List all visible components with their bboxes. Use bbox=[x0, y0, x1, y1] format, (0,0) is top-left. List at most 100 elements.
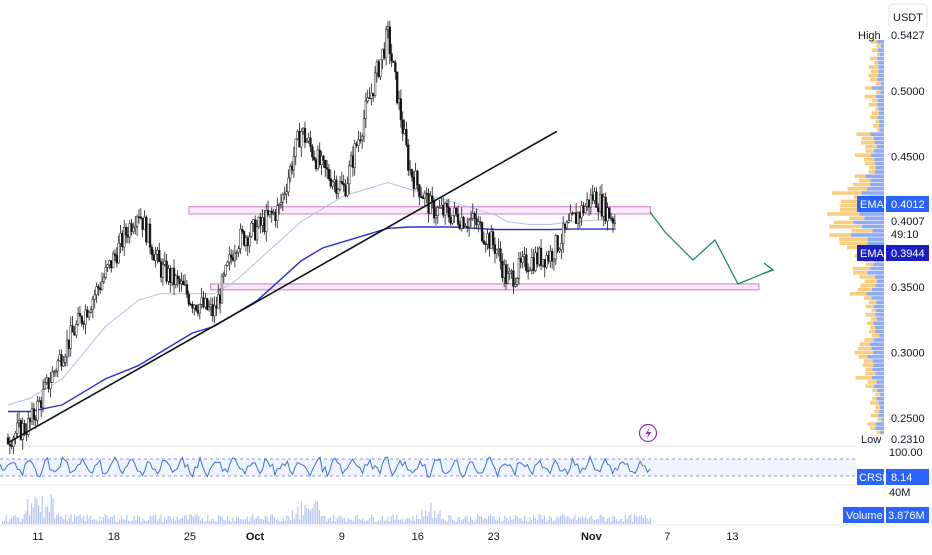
volume-bar bbox=[108, 518, 110, 524]
candle-body bbox=[510, 270, 513, 273]
ema-slow-label: EMA bbox=[860, 248, 885, 260]
candle-body bbox=[449, 216, 452, 224]
projection-layer[interactable] bbox=[649, 211, 775, 285]
volume-bar bbox=[236, 517, 238, 524]
candle-body bbox=[460, 217, 463, 229]
candle-body bbox=[152, 254, 155, 261]
volume-bar bbox=[189, 514, 191, 524]
profile-bar bbox=[871, 317, 877, 321]
volume-bar bbox=[601, 515, 603, 524]
candle-body bbox=[534, 252, 537, 272]
volume-bar bbox=[648, 520, 650, 524]
candle-body bbox=[499, 248, 502, 262]
candle-body bbox=[93, 294, 96, 300]
candle-body bbox=[473, 213, 476, 219]
volume-bar bbox=[273, 517, 275, 524]
price-axis[interactable]: 0.5000 0.4500 0.3500 0.3000 0.2500 bbox=[891, 86, 925, 425]
profile-bar bbox=[868, 103, 878, 107]
candle-body bbox=[322, 155, 325, 161]
candle-body bbox=[51, 371, 54, 383]
volume-bar bbox=[380, 520, 382, 524]
ema-fast-value-box bbox=[886, 196, 929, 212]
candle-body bbox=[100, 281, 104, 290]
volume-bar bbox=[144, 520, 146, 524]
profile-bar bbox=[869, 329, 876, 334]
profile-bar bbox=[864, 157, 875, 162]
trendline[interactable] bbox=[7, 130, 558, 444]
profile-bar bbox=[852, 266, 870, 271]
volume-bar bbox=[524, 515, 526, 524]
low-value: 0.2310 bbox=[891, 434, 925, 446]
candle-body bbox=[526, 270, 530, 272]
candle-body bbox=[366, 97, 369, 102]
candle-body bbox=[167, 268, 170, 282]
candle-body bbox=[438, 207, 441, 209]
profile-bar bbox=[878, 61, 884, 65]
volume-bar bbox=[2, 521, 4, 524]
candle-body bbox=[34, 419, 37, 421]
candle-body bbox=[545, 255, 548, 268]
candle-body bbox=[357, 139, 360, 146]
projection-path[interactable] bbox=[649, 211, 773, 285]
volume-bar bbox=[113, 515, 115, 524]
candle-body bbox=[451, 215, 454, 224]
volume-bar bbox=[14, 515, 16, 524]
candle-body bbox=[290, 165, 294, 171]
volume-bar bbox=[68, 517, 70, 524]
lightning-icon[interactable] bbox=[638, 423, 658, 443]
candle-body bbox=[209, 304, 213, 308]
profile-bar bbox=[873, 262, 884, 267]
trendline-layer[interactable] bbox=[7, 130, 558, 444]
support-resistance-zones[interactable] bbox=[188, 206, 760, 291]
candle-body bbox=[436, 207, 439, 216]
volume-bar bbox=[5, 515, 7, 524]
volume-bar bbox=[234, 521, 236, 524]
ema-fast-label: EMA bbox=[860, 199, 885, 211]
volume-bar bbox=[417, 519, 419, 524]
volume-bar bbox=[160, 514, 162, 524]
candle-body bbox=[119, 233, 122, 244]
volume-bar bbox=[137, 514, 139, 524]
volume-bar bbox=[309, 510, 311, 524]
candle-body bbox=[420, 196, 423, 198]
candle-body bbox=[30, 408, 34, 422]
volume-bar bbox=[124, 519, 126, 524]
high-value-box bbox=[885, 27, 929, 43]
volume-bar bbox=[32, 507, 34, 524]
volume-bar bbox=[246, 516, 248, 524]
profile-bar bbox=[876, 94, 884, 99]
candle-body bbox=[178, 278, 181, 285]
candle-body bbox=[307, 137, 310, 142]
candle-body bbox=[539, 247, 543, 266]
volume-bar bbox=[493, 516, 495, 524]
volume-bar bbox=[48, 512, 50, 524]
volume-bar bbox=[165, 519, 167, 524]
candle-body bbox=[241, 228, 244, 232]
candle-body bbox=[104, 267, 107, 278]
candle-body bbox=[324, 160, 327, 168]
price-zone[interactable] bbox=[188, 206, 652, 215]
candle-body bbox=[303, 127, 307, 143]
volume-bar bbox=[59, 516, 61, 524]
volume-bar bbox=[102, 516, 104, 524]
volume-bar bbox=[495, 519, 497, 524]
candle-body bbox=[519, 258, 522, 263]
profile-bar bbox=[866, 321, 874, 325]
volume-bar bbox=[182, 517, 184, 524]
profile-bar bbox=[870, 77, 878, 82]
price-zone[interactable] bbox=[210, 283, 760, 291]
candle-body bbox=[313, 156, 316, 161]
profile-bar bbox=[873, 136, 884, 141]
profile-bar bbox=[873, 338, 884, 342]
volume-bar bbox=[191, 514, 193, 524]
candle-body bbox=[407, 144, 410, 171]
profile-bar bbox=[874, 140, 884, 145]
volume-bar bbox=[12, 516, 14, 524]
candle-body bbox=[12, 437, 15, 447]
volume-bar bbox=[360, 520, 362, 524]
time-axis[interactable]: 11 18 25 Oct 9 16 23 Nov 7 13 bbox=[32, 531, 738, 543]
volume-bar bbox=[513, 518, 515, 524]
candle-body bbox=[174, 275, 177, 285]
